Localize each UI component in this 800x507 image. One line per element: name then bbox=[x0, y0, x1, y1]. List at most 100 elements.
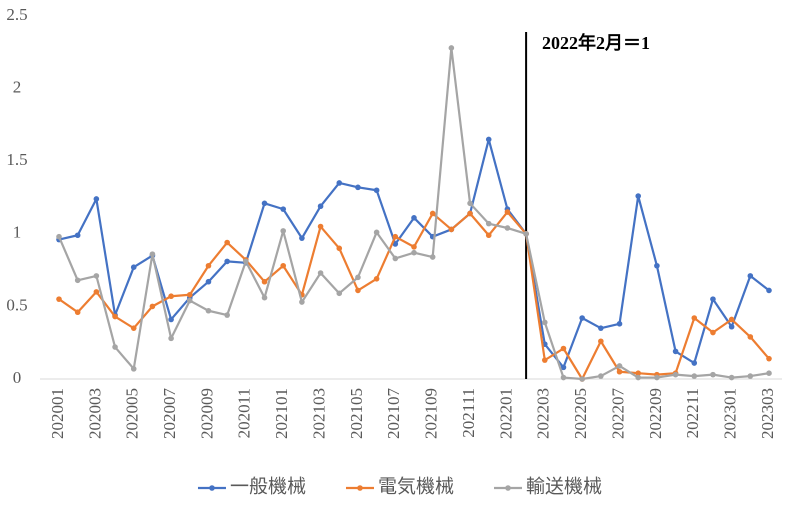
x-tick-label: 202011 bbox=[235, 388, 254, 438]
point bbox=[261, 294, 268, 301]
point bbox=[429, 254, 436, 260]
point bbox=[560, 374, 567, 381]
point bbox=[280, 228, 287, 234]
legend-label: 一般機械 bbox=[230, 475, 306, 497]
point bbox=[579, 376, 585, 382]
point bbox=[355, 274, 361, 281]
point bbox=[747, 334, 754, 340]
point bbox=[747, 273, 754, 279]
point bbox=[168, 293, 174, 300]
point bbox=[205, 278, 212, 285]
point bbox=[280, 206, 287, 212]
point bbox=[691, 373, 698, 379]
point bbox=[205, 262, 212, 269]
point bbox=[224, 239, 230, 246]
point bbox=[691, 315, 698, 321]
point bbox=[336, 290, 343, 297]
point bbox=[392, 233, 399, 240]
point bbox=[616, 363, 623, 369]
point bbox=[766, 287, 772, 294]
point bbox=[485, 232, 492, 239]
point bbox=[168, 316, 174, 323]
point bbox=[654, 374, 660, 381]
x-tick-label: 202207 bbox=[608, 388, 627, 440]
legend-swatch-dot bbox=[505, 485, 511, 491]
point bbox=[112, 313, 118, 320]
point bbox=[654, 262, 660, 269]
point bbox=[224, 258, 230, 265]
annotation: 2022年2月＝1 bbox=[542, 32, 650, 53]
legend-label: 輸送機械 bbox=[526, 475, 602, 497]
series-line bbox=[57, 46, 770, 381]
x-tick-label: 202109 bbox=[422, 388, 441, 439]
y-tick-label: 2 bbox=[13, 78, 22, 97]
point bbox=[74, 277, 81, 284]
point bbox=[280, 262, 287, 269]
point bbox=[317, 223, 324, 230]
point bbox=[672, 348, 679, 355]
x-tick-label: 202105 bbox=[347, 388, 366, 439]
point bbox=[747, 373, 754, 379]
point bbox=[523, 231, 529, 237]
x-tick-label: 202009 bbox=[197, 388, 216, 439]
point bbox=[224, 312, 230, 318]
x-tick-label: 202007 bbox=[160, 388, 179, 440]
x-tick-label: 202209 bbox=[646, 388, 665, 439]
point bbox=[541, 319, 548, 326]
point bbox=[261, 200, 268, 207]
point bbox=[448, 45, 455, 51]
point bbox=[728, 316, 735, 323]
point bbox=[93, 289, 100, 295]
x-tick-label: 202003 bbox=[85, 388, 104, 439]
point bbox=[355, 184, 361, 191]
point bbox=[205, 307, 212, 314]
point bbox=[336, 245, 343, 252]
point bbox=[56, 296, 62, 302]
point bbox=[598, 338, 604, 345]
point bbox=[243, 258, 249, 265]
point bbox=[728, 374, 735, 381]
y-tick-label: 2.5 bbox=[6, 5, 27, 24]
point bbox=[355, 287, 361, 294]
point bbox=[560, 364, 567, 371]
point bbox=[616, 321, 623, 327]
point bbox=[261, 278, 268, 285]
point bbox=[186, 297, 193, 304]
y-tick-label: 1 bbox=[13, 223, 22, 242]
point bbox=[635, 193, 642, 199]
x-tick-label: 202203 bbox=[534, 388, 553, 439]
point bbox=[112, 344, 118, 350]
y-tick-label: 0.5 bbox=[6, 295, 27, 314]
x-tick-label: 202201 bbox=[496, 388, 515, 439]
point bbox=[149, 251, 156, 257]
point bbox=[541, 357, 548, 363]
point bbox=[728, 323, 735, 330]
x-tick-label: 202103 bbox=[309, 388, 328, 439]
point bbox=[130, 366, 137, 372]
point bbox=[373, 229, 380, 236]
point bbox=[299, 235, 305, 241]
y-tick-label: 1.5 bbox=[6, 150, 27, 169]
point bbox=[504, 209, 511, 215]
x-tick-label: 202005 bbox=[123, 388, 142, 439]
point bbox=[710, 329, 716, 336]
point bbox=[598, 373, 604, 379]
point bbox=[672, 371, 679, 378]
point bbox=[504, 225, 511, 231]
point bbox=[485, 136, 492, 143]
x-tick-label: 202301 bbox=[721, 388, 740, 439]
point bbox=[93, 196, 100, 202]
point bbox=[616, 368, 623, 375]
point bbox=[392, 255, 399, 262]
legend-label: 電気機械 bbox=[378, 475, 454, 497]
point bbox=[635, 374, 642, 381]
point bbox=[467, 200, 473, 207]
point bbox=[560, 345, 567, 352]
x-tick-label: 202001 bbox=[48, 388, 67, 439]
point bbox=[411, 244, 417, 250]
x-tick-label: 202205 bbox=[571, 388, 590, 439]
point bbox=[74, 232, 81, 239]
point bbox=[691, 360, 698, 366]
point bbox=[411, 215, 417, 221]
